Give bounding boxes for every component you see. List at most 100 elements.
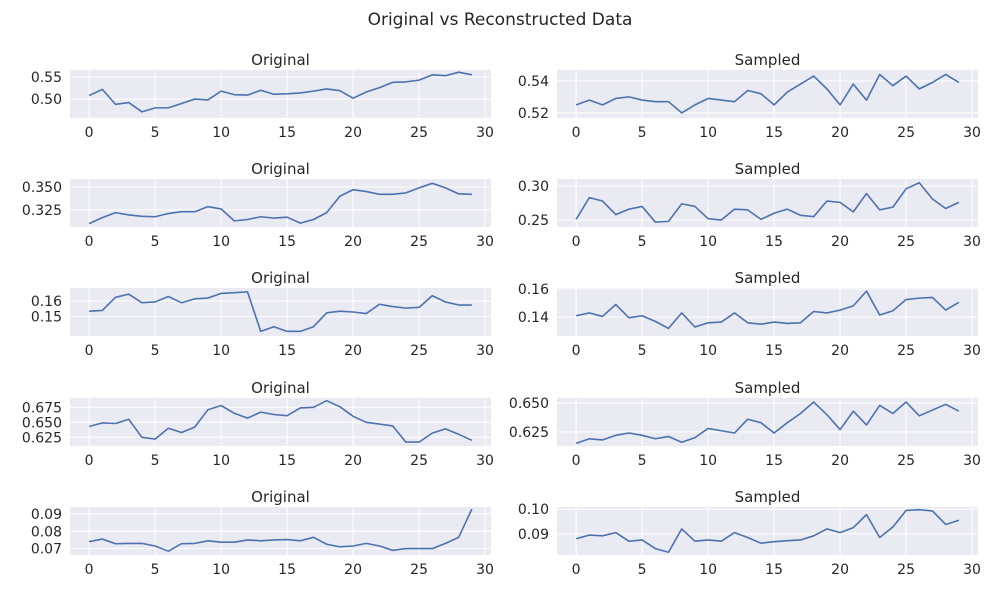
- x-tick-label: 25: [897, 562, 915, 578]
- subplot-title: Original: [251, 269, 310, 287]
- x-tick-label: 20: [344, 562, 362, 578]
- x-tick-label: 30: [963, 125, 981, 141]
- plot-area: [557, 179, 978, 227]
- x-tick-label: 5: [638, 125, 647, 141]
- plot-area: [557, 70, 978, 118]
- x-tick-label: 30: [476, 453, 494, 469]
- x-tick-label: 30: [476, 343, 494, 359]
- series-line: [88, 71, 473, 113]
- x-tick-label: 15: [278, 562, 296, 578]
- y-tick-label: 0.09: [31, 507, 62, 523]
- x-tick-label: 5: [151, 562, 160, 578]
- y-tick-label: 0.30: [518, 179, 549, 195]
- y-tick-label: 0.16: [31, 294, 62, 310]
- x-tick-label: 30: [476, 125, 494, 141]
- x-tick-label: 0: [85, 343, 94, 359]
- x-tick-label: 15: [278, 343, 296, 359]
- subplot-3: 0 5 10 15 20 25 30 0.325 0.350 Original: [22, 160, 494, 250]
- x-tick-label: 10: [212, 343, 230, 359]
- x-tick-label: 10: [699, 562, 717, 578]
- series-line: [88, 399, 473, 443]
- y-tick-label: 0.625: [22, 430, 62, 446]
- subplot-6: 0 5 10 15 20 25 30 0.14 0.16 Sampled: [518, 269, 981, 359]
- x-tick-label: 20: [831, 234, 849, 250]
- subplot-title: Original: [251, 51, 310, 69]
- x-tick-label: 15: [278, 234, 296, 250]
- series-line: [88, 508, 473, 552]
- x-tick-label: 0: [572, 562, 581, 578]
- y-tick-label: 0.14: [518, 310, 549, 326]
- x-tick-label: 15: [278, 125, 296, 141]
- series-line: [575, 181, 960, 223]
- subplot-title: Original: [251, 488, 310, 506]
- x-tick-label: 10: [212, 562, 230, 578]
- subplot-5: 0 5 10 15 20 25 30 0.150.16 Original: [31, 269, 494, 359]
- y-tick-label: 0.16: [518, 282, 549, 298]
- x-tick-label: 15: [765, 234, 783, 250]
- x-tick-label: 10: [699, 343, 717, 359]
- x-tick-label: 0: [572, 234, 581, 250]
- x-tick-label: 30: [476, 234, 494, 250]
- series-line: [88, 182, 472, 225]
- y-tick-label: 0.650: [22, 415, 62, 431]
- y-tick-label: 0.08: [31, 524, 62, 540]
- x-tick-label: 0: [572, 343, 581, 359]
- y-tick-label: 0.25: [518, 213, 549, 229]
- x-tick-label: 5: [151, 453, 160, 469]
- x-tick-label: 0: [572, 125, 581, 141]
- plot-area: [557, 398, 978, 446]
- x-tick-label: 30: [963, 234, 981, 250]
- y-tick-label: 0.55: [31, 70, 62, 86]
- y-tick-label: 0.675: [22, 400, 62, 416]
- x-tick-label: 10: [212, 453, 230, 469]
- x-tick-label: 20: [344, 343, 362, 359]
- x-tick-label: 20: [344, 453, 362, 469]
- x-tick-label: 15: [278, 453, 296, 469]
- subplot-1: 0 5 10 15 20 25 30 0.50 0.55 Original: [31, 51, 494, 141]
- series-line: [575, 401, 960, 445]
- x-tick-label: 20: [831, 343, 849, 359]
- x-tick-label: 5: [638, 343, 647, 359]
- x-tick-label: 20: [344, 125, 362, 141]
- x-tick-label: 25: [410, 125, 428, 141]
- subplot-title: Original: [251, 379, 310, 397]
- x-tick-label: 0: [85, 453, 94, 469]
- series-line: [575, 508, 960, 554]
- subplot-title: Sampled: [735, 269, 801, 287]
- y-tick-label: 0.09: [518, 527, 549, 543]
- y-tick-label: 0.350: [22, 180, 62, 196]
- y-tick-label: 0.07: [31, 542, 62, 558]
- x-tick-label: 25: [897, 343, 915, 359]
- x-tick-label: 20: [344, 234, 362, 250]
- x-tick-label: 25: [897, 234, 915, 250]
- series-line: [575, 73, 960, 114]
- subplot-title: Sampled: [735, 488, 801, 506]
- y-tick-label: 0.52: [518, 106, 549, 122]
- x-tick-label: 25: [410, 562, 428, 578]
- subplot-grid: 0 5 10 15 20 25 30 0.50 0.55 Original 0 5 10 15 20 25 30…: [22, 51, 981, 578]
- x-tick-label: 5: [151, 234, 160, 250]
- y-tick-label: 0.325: [22, 203, 62, 219]
- x-tick-label: 15: [765, 453, 783, 469]
- x-tick-label: 5: [638, 234, 647, 250]
- series-line: [575, 290, 960, 330]
- x-tick-label: 15: [765, 562, 783, 578]
- subplot-title: Original: [251, 160, 310, 178]
- x-tick-label: 0: [85, 125, 94, 141]
- y-tick-label: 0.54: [518, 74, 549, 90]
- x-tick-label: 10: [699, 453, 717, 469]
- x-tick-label: 5: [638, 453, 647, 469]
- y-tick-label: 0.15: [31, 310, 62, 326]
- x-tick-label: 25: [410, 234, 428, 250]
- y-tick-label: 0.650: [509, 396, 549, 412]
- x-tick-label: 15: [765, 125, 783, 141]
- subplot-title: Sampled: [735, 379, 801, 397]
- y-tick-label: 0.10: [518, 502, 549, 518]
- subplot-title: Sampled: [735, 51, 801, 69]
- x-tick-label: 10: [699, 125, 717, 141]
- x-tick-label: 25: [897, 125, 915, 141]
- x-tick-label: 30: [963, 562, 981, 578]
- x-tick-label: 10: [212, 125, 230, 141]
